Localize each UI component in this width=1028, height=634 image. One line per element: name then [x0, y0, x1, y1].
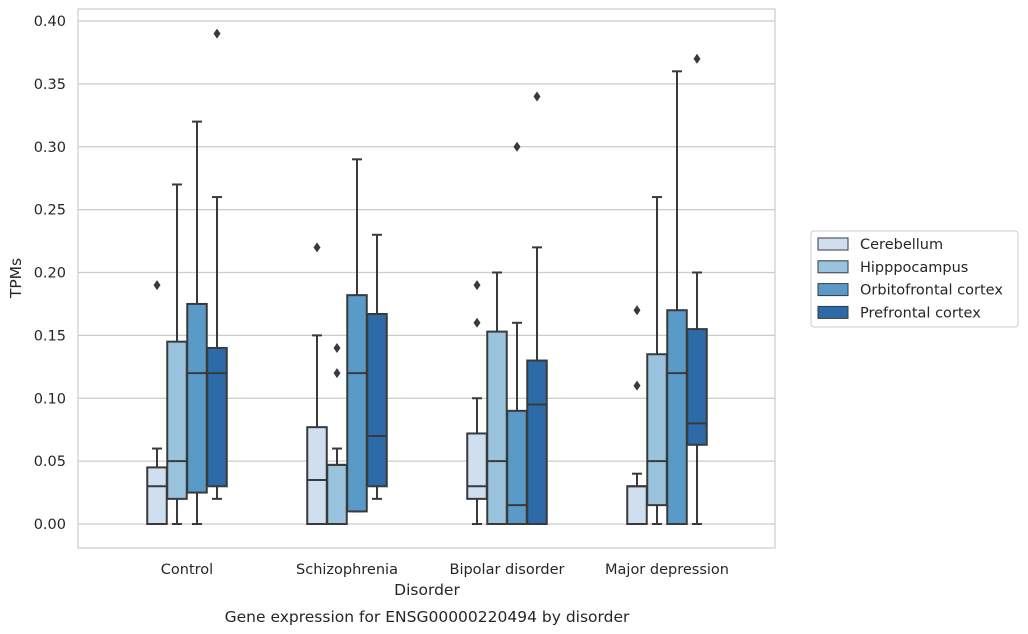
box-iqr	[346, 294, 368, 513]
y-tick-label: 0.40	[34, 14, 66, 30]
box-iqr	[526, 359, 548, 525]
x-tick-label: Schizophrenia	[296, 562, 398, 578]
box-group	[326, 342, 348, 525]
outlier-point	[473, 317, 481, 328]
legend-swatch	[817, 237, 849, 251]
legend-swatch	[817, 260, 849, 274]
box-iqr	[206, 346, 228, 488]
box-iqr	[186, 302, 208, 494]
outlier-point	[693, 53, 701, 64]
box-iqr	[646, 353, 668, 507]
box-iqr	[666, 309, 688, 525]
legend-swatch	[817, 283, 849, 297]
outlier-point	[473, 280, 481, 291]
box-group	[466, 280, 488, 525]
box-iqr	[366, 312, 388, 488]
box-iqr	[166, 340, 188, 500]
box-iqr	[506, 409, 528, 526]
x-tick-label: Control	[161, 562, 213, 578]
box-group	[686, 53, 708, 525]
outlier-point	[153, 280, 161, 291]
legend-label: Hipppocampus	[860, 260, 968, 276]
legend: Cerebellum Hipppocampus Orbitofrontal cort…	[810, 230, 1019, 328]
box-group	[306, 242, 328, 525]
outlier-point	[633, 380, 641, 391]
box-group	[646, 196, 668, 525]
box-iqr	[466, 432, 488, 500]
box-iqr	[626, 485, 648, 525]
outlier-point	[633, 305, 641, 316]
box-iqr	[326, 463, 348, 525]
y-axis-title: TPMs	[7, 258, 25, 299]
box-group	[526, 91, 548, 525]
plot-area-frame	[77, 8, 776, 549]
box-group	[166, 183, 188, 525]
box-iqr	[306, 426, 328, 525]
y-tick-label: 0.30	[34, 140, 66, 156]
x-tick-label: Bipolar disorder	[450, 562, 565, 578]
box-group	[366, 233, 388, 500]
x-tick-label: Major depression	[605, 562, 729, 578]
x-axis-title: Disorder	[394, 581, 460, 599]
box-iqr	[686, 328, 708, 446]
legend-swatch	[817, 305, 849, 319]
legend-label: Cerebellum	[860, 237, 943, 253]
box-group	[186, 120, 208, 525]
outlier-point	[213, 28, 221, 39]
legend-frame	[810, 230, 1019, 328]
box-iqr	[146, 466, 168, 526]
legend-label: Prefrontal cortex	[860, 305, 981, 321]
x-axis: Control Schizophrenia Bipolar disorder Majo…	[161, 562, 729, 578]
y-tick-label: 0.25	[34, 203, 66, 219]
legend-label: Orbitofrontal cortex	[860, 283, 1003, 299]
box-group	[506, 141, 528, 526]
box-group	[626, 305, 648, 525]
box-iqr	[486, 330, 508, 526]
boxes	[146, 28, 708, 526]
outlier-point	[533, 91, 541, 102]
box-group	[666, 70, 688, 525]
outlier-point	[313, 242, 321, 253]
y-tick-label: 0.10	[34, 391, 66, 407]
y-tick-label: 0.05	[34, 454, 66, 470]
box-group	[486, 271, 508, 526]
y-axis: 0.00 0.05 0.10 0.15 0.20 0.25 0.30 0.35 0.40	[34, 14, 66, 533]
y-tick-label: 0.15	[34, 328, 66, 344]
outlier-point	[513, 141, 521, 152]
outlier-point	[333, 342, 341, 353]
outlier-point	[333, 368, 341, 379]
y-tick-label: 0.35	[34, 77, 66, 93]
y-tick-label: 0.20	[34, 266, 66, 282]
box-group	[206, 28, 228, 500]
box-group	[346, 158, 368, 513]
chart-caption: Gene expression for ENSG00000220494 by d…	[225, 608, 630, 626]
box-group	[146, 280, 168, 526]
y-tick-label: 0.00	[34, 517, 66, 533]
